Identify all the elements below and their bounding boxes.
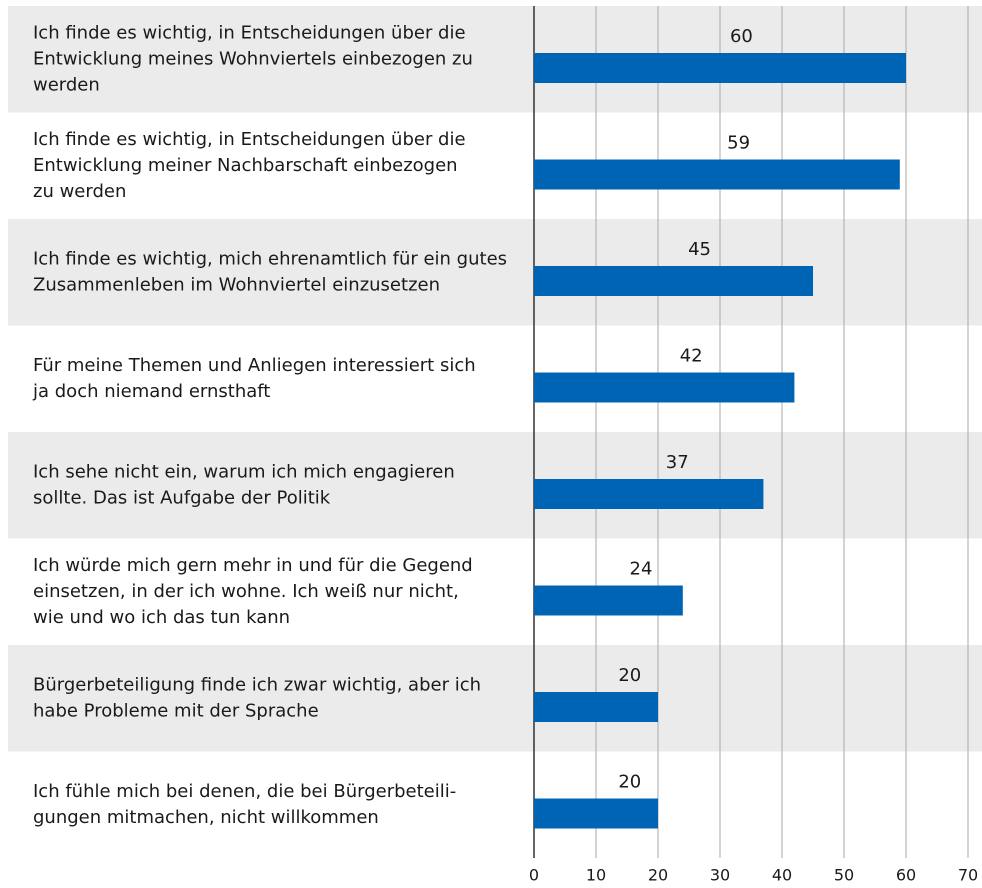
row-background — [8, 219, 982, 326]
category-label: Ich finde es wichtig, in Entscheidungen … — [33, 129, 466, 150]
x-tick-label: 10 — [586, 866, 606, 885]
value-label: 20 — [618, 772, 641, 793]
category-label: Zusammenleben im Wohnviertel einzusetzen — [33, 274, 440, 295]
category-label: Ich fühle mich bei denen, die bei Bürger… — [33, 781, 456, 802]
x-tick-label: 70 — [958, 866, 978, 885]
value-label: 37 — [666, 452, 689, 473]
category-label: werden — [33, 74, 100, 95]
bar — [534, 266, 813, 296]
category-label: Für meine Themen und Anliegen interessie… — [33, 355, 476, 376]
row-background — [8, 645, 982, 752]
category-label: Ich würde mich gern mehr in und für die … — [33, 555, 473, 576]
value-label: 59 — [727, 133, 750, 154]
category-label: einsetzen, in der ich wohne. Ich weiß nu… — [33, 581, 459, 602]
x-tick-label: 50 — [834, 866, 854, 885]
category-label: sollte. Das ist Aufgabe der Politik — [33, 487, 331, 508]
x-tick-label: 0 — [529, 866, 539, 885]
x-tick-label: 20 — [648, 866, 668, 885]
value-label: 20 — [618, 665, 641, 686]
bar — [534, 692, 658, 722]
x-tick-label: 40 — [772, 866, 792, 885]
category-label: gungen mitmachen, nicht willkommen — [33, 807, 379, 828]
bar — [534, 479, 764, 509]
bar — [534, 53, 906, 83]
row-background — [8, 432, 982, 539]
value-label: 24 — [630, 559, 653, 580]
category-label: Bürgerbeteiligung finde ich zwar wichtig… — [33, 674, 481, 695]
bar — [534, 585, 683, 616]
category-label: habe Probleme mit der Sprache — [33, 700, 319, 721]
value-label: 60 — [730, 26, 753, 47]
category-label: Entwicklung meines Wohnviertels einbezog… — [33, 48, 473, 69]
value-label: 42 — [680, 346, 703, 367]
bar — [534, 372, 795, 403]
bar — [534, 798, 658, 829]
value-label: 45 — [688, 239, 711, 260]
category-label: zu werden — [33, 181, 126, 202]
x-tick-label: 60 — [896, 866, 916, 885]
category-label: wie und wo ich das tun kann — [33, 607, 290, 628]
category-label: Entwicklung meiner Nachbarschaft einbezo… — [33, 155, 458, 176]
x-tick-label: 30 — [710, 866, 730, 885]
category-label: ja doch niemand ernsthaft — [32, 381, 270, 402]
category-label: Ich finde es wichtig, in Entscheidungen … — [33, 22, 466, 43]
category-label: Ich finde es wichtig, mich ehrenamtlich … — [33, 248, 507, 269]
category-label: Ich sehe nicht ein, warum ich mich engag… — [33, 461, 455, 482]
bar — [534, 159, 900, 190]
